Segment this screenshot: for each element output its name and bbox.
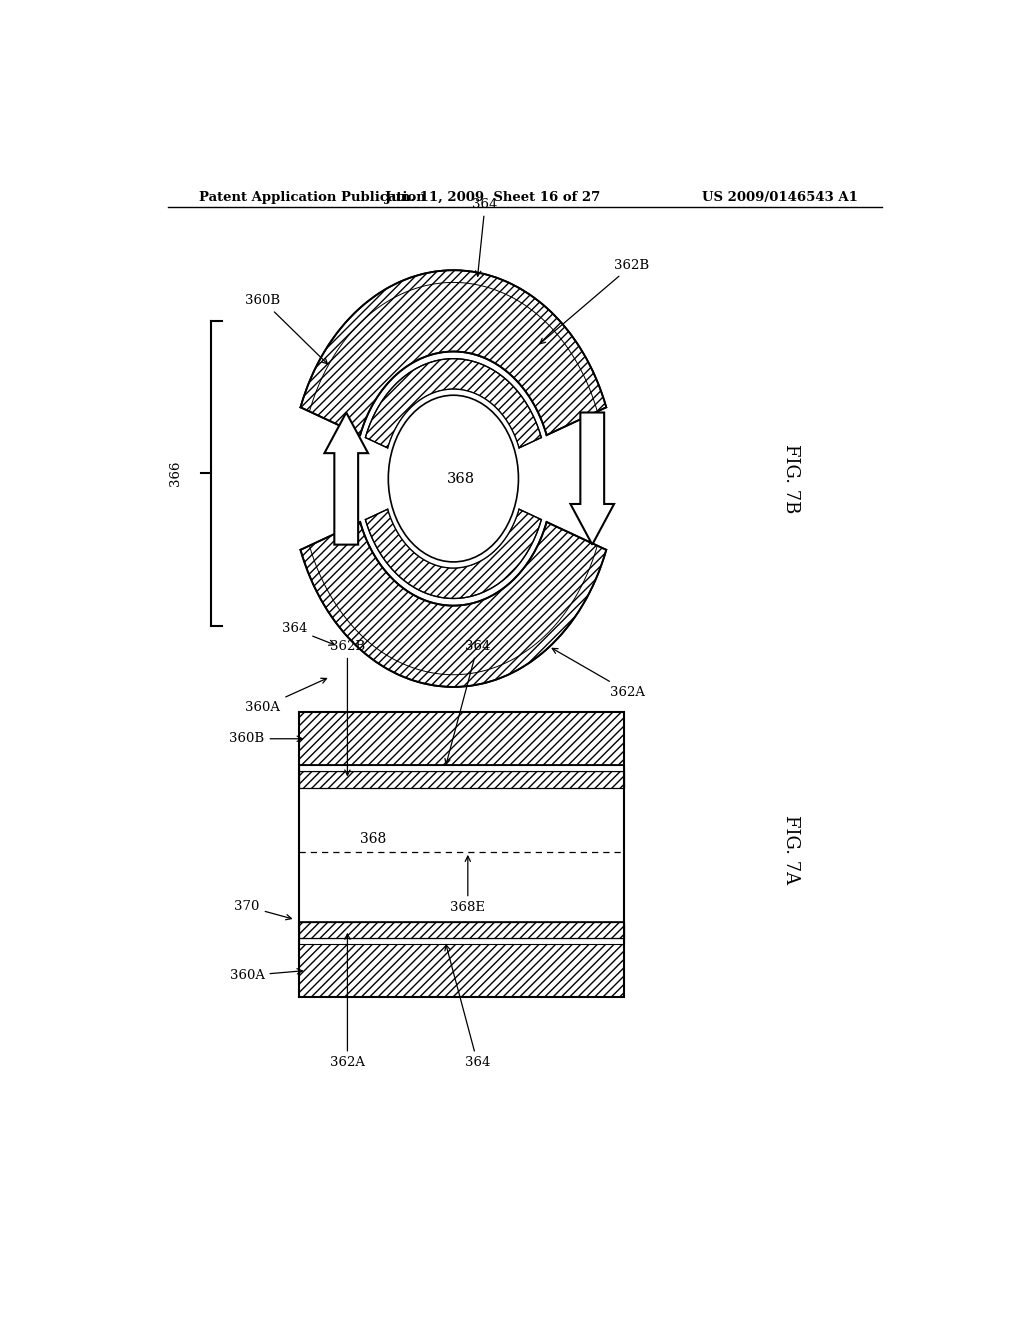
Bar: [299, 788, 624, 921]
Text: 362B: 362B: [330, 640, 365, 775]
Text: 360B: 360B: [246, 294, 328, 364]
Text: 370: 370: [234, 900, 292, 920]
Text: 368: 368: [447, 471, 475, 486]
Bar: [299, 944, 624, 997]
Bar: [299, 713, 624, 766]
Bar: [299, 771, 624, 788]
Text: 362A: 362A: [552, 648, 645, 698]
Text: FIG. 7A: FIG. 7A: [781, 814, 800, 884]
Text: Jun. 11, 2009  Sheet 16 of 27: Jun. 11, 2009 Sheet 16 of 27: [385, 190, 601, 203]
Wedge shape: [300, 521, 606, 686]
Text: 364: 364: [282, 623, 335, 645]
Bar: [299, 921, 624, 939]
Text: 364: 364: [472, 198, 498, 276]
Text: 364: 364: [445, 945, 490, 1069]
Text: Patent Application Publication: Patent Application Publication: [200, 190, 426, 203]
Bar: [299, 766, 624, 771]
Wedge shape: [300, 271, 606, 436]
Text: 364: 364: [445, 640, 490, 764]
Wedge shape: [366, 510, 542, 598]
Text: 360A: 360A: [246, 678, 327, 714]
Text: 360B: 360B: [229, 733, 302, 746]
Text: 362B: 362B: [540, 259, 649, 343]
Text: 368E: 368E: [451, 857, 485, 915]
Bar: [299, 939, 624, 944]
FancyArrow shape: [325, 412, 368, 545]
Text: US 2009/0146543 A1: US 2009/0146543 A1: [702, 190, 858, 203]
Wedge shape: [366, 359, 542, 447]
Text: 368: 368: [360, 833, 387, 846]
Text: FIG. 7B: FIG. 7B: [781, 444, 800, 513]
Circle shape: [388, 395, 518, 562]
Text: 362A: 362A: [330, 935, 365, 1069]
Text: 366: 366: [169, 461, 182, 486]
Bar: [299, 713, 624, 997]
Text: 360A: 360A: [229, 969, 302, 982]
FancyArrow shape: [570, 412, 614, 545]
Circle shape: [384, 389, 523, 568]
